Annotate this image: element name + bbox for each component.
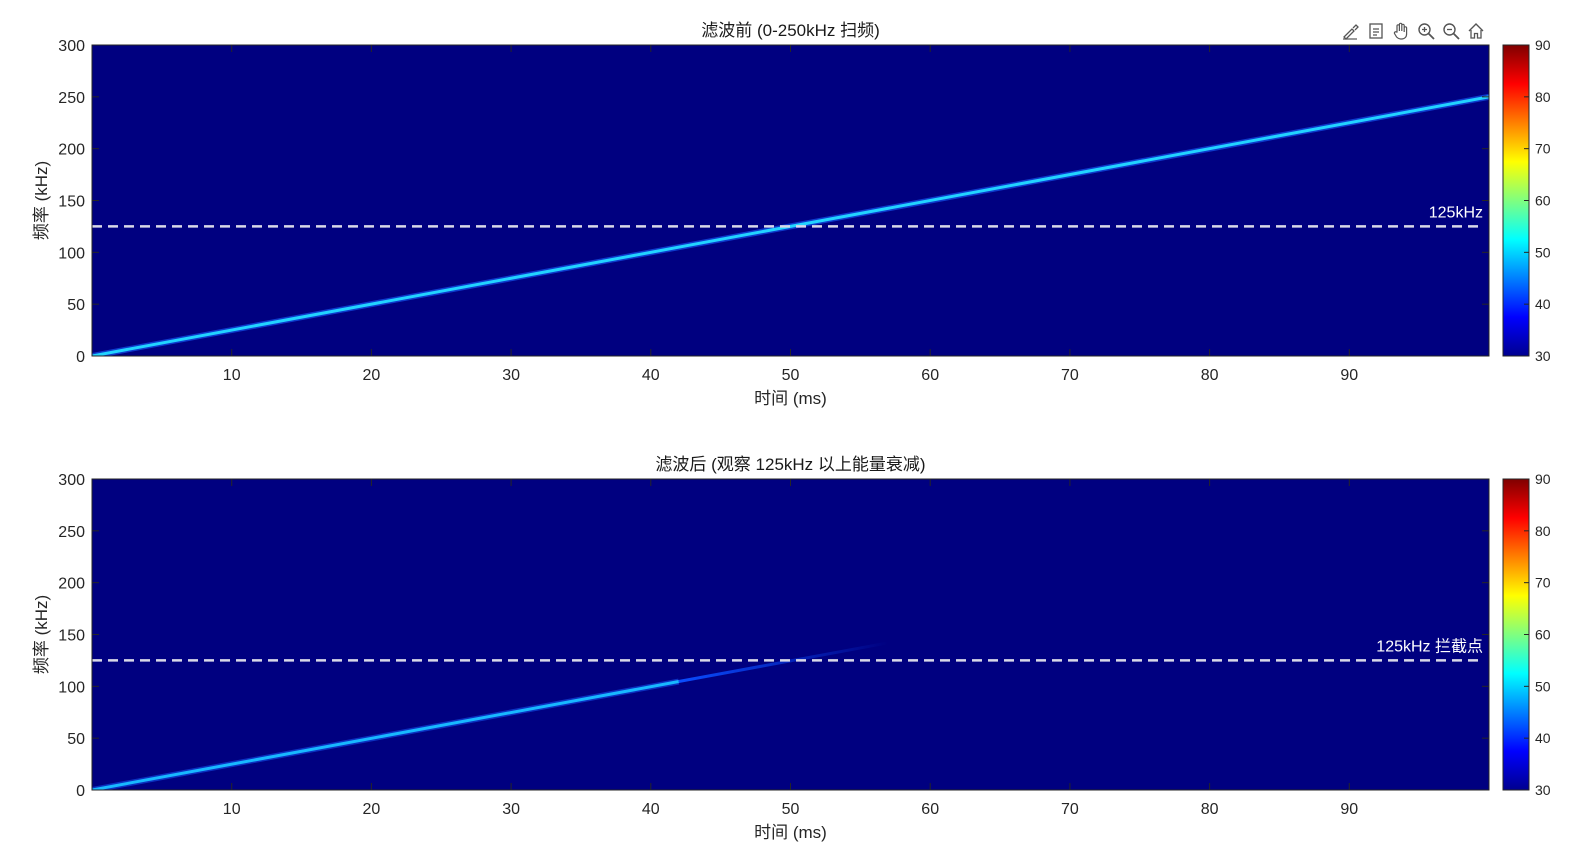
x-tick-label: 20 [363, 367, 381, 384]
y-tick-label: 250 [58, 524, 85, 541]
x-tick-label: 30 [502, 367, 520, 384]
colorbar-tick-label: 60 [1535, 193, 1551, 209]
chart-title: 滤波后 (观察 125kHz 以上能量衰减) [655, 455, 925, 474]
colorbar-tick-label: 80 [1535, 89, 1551, 105]
y-tick-label: 50 [67, 731, 85, 748]
export-icon[interactable] [1365, 20, 1387, 42]
x-tick-label: 80 [1201, 801, 1219, 818]
colorbar-tick-label: 80 [1535, 523, 1551, 539]
x-tick-label: 10 [223, 801, 241, 818]
subplot-2: 125kHz 拦截点 10 20 30 40 50 60 70 80 90 0 50 100 150 200… [32, 455, 1551, 842]
x-tick-label: 50 [782, 367, 800, 384]
pan-hand-icon[interactable] [1390, 20, 1412, 42]
colorbar-tick-label: 40 [1535, 730, 1551, 746]
zoom-out-icon[interactable] [1440, 20, 1462, 42]
brush-icon[interactable] [1340, 20, 1362, 42]
colorbar-tick-label: 50 [1535, 244, 1551, 260]
x-tick-label: 30 [502, 801, 520, 818]
sweep-trace-attenuated [678, 641, 889, 684]
y-tick-label: 0 [76, 349, 85, 366]
spectrogram-field [92, 479, 1489, 790]
reference-line-label: 125kHz 拦截点 [1376, 637, 1483, 655]
y-axis-label: 频率 (kHz) [32, 161, 51, 240]
colorbar-tick-label: 90 [1535, 37, 1551, 53]
colorbar-tick-label: 50 [1535, 678, 1551, 694]
x-tick-label: 50 [782, 801, 800, 818]
x-tick-label: 70 [1061, 801, 1079, 818]
x-axis-label: 时间 (ms) [754, 389, 827, 408]
y-tick-label: 250 [58, 90, 85, 107]
y-tick-label: 150 [58, 194, 85, 211]
x-tick-label: 60 [921, 367, 939, 384]
subplot-1: 125kHz 10 20 30 40 50 60 70 80 90 0 50 100 150 200 250 3… [32, 21, 1551, 408]
x-tick-label: 60 [921, 801, 939, 818]
colorbar-tick-label: 30 [1535, 348, 1551, 364]
colorbar-tick-label: 60 [1535, 627, 1551, 643]
x-tick-label: 40 [642, 367, 660, 384]
y-axis-label: 频率 (kHz) [32, 595, 51, 674]
y-tick-label: 200 [58, 142, 85, 159]
y-tick-label: 0 [76, 783, 85, 800]
colorbar-tick-label: 70 [1535, 141, 1551, 157]
home-icon[interactable] [1465, 20, 1487, 42]
x-tick-label: 90 [1340, 801, 1358, 818]
y-tick-label: 300 [58, 38, 85, 55]
chart-title: 滤波前 (0-250kHz 扫频) [701, 21, 880, 40]
sweep-trace [92, 680, 680, 790]
x-tick-label: 40 [642, 801, 660, 818]
x-tick-label: 80 [1201, 367, 1219, 384]
y-tick-label: 50 [67, 297, 85, 314]
zoom-in-icon[interactable] [1415, 20, 1437, 42]
y-tick-label: 150 [58, 628, 85, 645]
x-tick-label: 90 [1340, 367, 1358, 384]
reference-line-label: 125kHz [1429, 204, 1483, 221]
sweep-trace [92, 95, 1489, 356]
colorbar-tick-label: 70 [1535, 575, 1551, 591]
y-tick-label: 100 [58, 245, 85, 262]
x-axis-label: 时间 (ms) [754, 823, 827, 842]
colorbar-tick-label: 40 [1535, 296, 1551, 312]
x-tick-label: 70 [1061, 367, 1079, 384]
spectrogram-field [92, 45, 1489, 356]
y-tick-label: 100 [58, 679, 85, 696]
colorbar-tick-label: 90 [1535, 471, 1551, 487]
colorbar-tick-label: 30 [1535, 782, 1551, 798]
y-tick-label: 300 [58, 472, 85, 489]
x-tick-label: 20 [363, 801, 381, 818]
x-tick-label: 10 [223, 367, 241, 384]
y-tick-label: 200 [58, 576, 85, 593]
axes-toolbar [1340, 20, 1487, 42]
